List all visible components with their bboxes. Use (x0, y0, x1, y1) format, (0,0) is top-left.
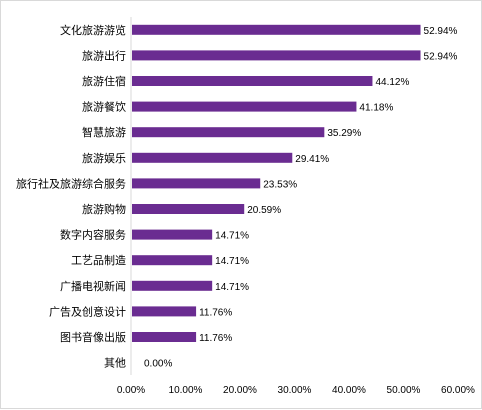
data-label: 14.71% (215, 231, 249, 242)
category-label: 图书音像出版 (60, 330, 126, 344)
bar (132, 76, 373, 86)
data-label: 14.71% (215, 282, 249, 293)
x-tick-label: 10.00% (169, 385, 203, 396)
bar (132, 332, 197, 342)
data-label: 0.00% (144, 359, 172, 370)
data-label: 11.76% (199, 333, 232, 344)
bar (132, 24, 421, 35)
data-label: 41.18% (359, 103, 393, 114)
bar (132, 204, 245, 214)
bar (132, 306, 197, 317)
data-label: 35.29% (327, 128, 361, 139)
category-label: 文化旅游游览 (60, 23, 126, 37)
x-tick-label: 50.00% (387, 385, 421, 396)
category-label: 广播电视新闻 (60, 279, 126, 293)
data-label: 52.94% (424, 26, 458, 37)
bar (132, 127, 325, 138)
category-label: 数字内容服务 (60, 228, 126, 242)
category-label: 旅游购物 (82, 202, 126, 216)
data-label: 44.12% (375, 77, 409, 88)
category-label: 其他 (104, 357, 126, 370)
x-tick-label: 40.00% (332, 385, 366, 396)
bar (132, 50, 421, 61)
bar (132, 229, 213, 240)
x-tick-label: 0.00% (117, 385, 145, 396)
bar (132, 178, 261, 189)
category-label: 旅游娱乐 (82, 151, 126, 165)
x-tick-label: 30.00% (278, 385, 312, 396)
category-label: 智慧旅游 (82, 125, 126, 139)
data-label: 29.41% (295, 154, 329, 165)
bar (132, 255, 213, 266)
category-label: 旅游出行 (82, 48, 126, 62)
x-tick-label: 60.00% (441, 385, 475, 396)
category-label: 工艺品制造 (71, 253, 126, 267)
data-label: 23.53% (263, 179, 297, 190)
category-label: 广告及创意设计 (49, 304, 126, 318)
data-label: 11.76% (199, 307, 232, 318)
data-label: 14.71% (215, 256, 249, 267)
category-label: 旅游餐饮 (82, 100, 126, 114)
bar (132, 152, 293, 163)
data-label: 20.59% (247, 205, 281, 216)
x-tick-label: 20.00% (223, 385, 257, 396)
bar (132, 280, 213, 291)
category-label: 旅游住宿 (82, 74, 126, 88)
data-label: 52.94% (424, 51, 458, 62)
category-label: 旅行社及旅游综合服务 (16, 176, 126, 190)
bar (132, 101, 357, 112)
